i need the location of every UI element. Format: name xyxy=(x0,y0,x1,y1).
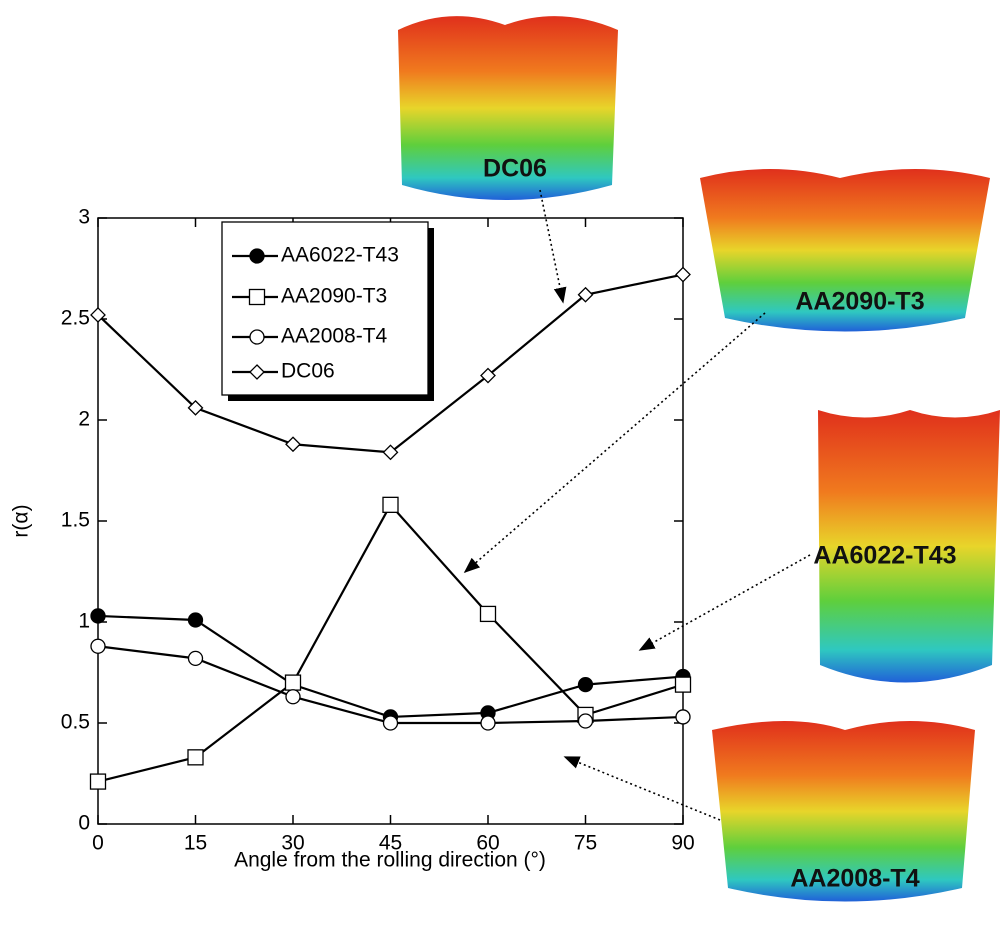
marker xyxy=(577,713,594,729)
arrow xyxy=(563,756,721,821)
marker xyxy=(187,612,204,628)
marker xyxy=(90,638,106,654)
x-tick-label: 15 xyxy=(184,832,207,855)
cup-image xyxy=(818,410,1000,683)
legend-label: AA2008-T4 xyxy=(281,325,388,348)
y-tick-label: 0 xyxy=(78,812,90,835)
marker xyxy=(674,676,692,693)
marker xyxy=(249,364,265,380)
x-tick-label: 60 xyxy=(476,832,499,855)
marker xyxy=(577,286,594,303)
cup-label: AA2008-T4 xyxy=(790,865,919,893)
x-tick-label: 0 xyxy=(92,832,104,855)
arrow xyxy=(463,312,766,574)
marker xyxy=(285,689,301,705)
x-tick-label: 90 xyxy=(671,832,694,855)
cup-label: AA2090-T3 xyxy=(795,288,924,316)
marker xyxy=(382,444,399,461)
y-tick-label: 3 xyxy=(78,206,90,229)
marker xyxy=(284,674,302,691)
y-tick-label: 1.5 xyxy=(61,509,90,532)
series-line xyxy=(97,614,684,719)
marker xyxy=(480,715,496,731)
y-axis-label: r(α) xyxy=(10,504,33,537)
cup-images xyxy=(398,16,1000,902)
marker xyxy=(248,288,266,306)
marker xyxy=(90,608,106,624)
cup-image xyxy=(398,16,618,200)
marker xyxy=(480,367,496,384)
marker xyxy=(187,650,204,667)
y-tick-label: 1 xyxy=(78,610,90,633)
marker xyxy=(285,436,301,453)
series-line xyxy=(97,502,684,783)
marker xyxy=(89,773,107,790)
x-axis-label: Angle from the rolling direction (°) xyxy=(234,849,546,872)
marker xyxy=(187,399,204,416)
marker xyxy=(675,266,691,283)
cup-label: AA6022-T43 xyxy=(813,542,956,570)
marker xyxy=(675,709,691,725)
cup-image xyxy=(700,169,990,332)
marker xyxy=(187,749,204,766)
y-tick-label: 2 xyxy=(78,408,90,431)
marker xyxy=(479,605,497,623)
marker xyxy=(90,307,106,323)
y-tick-label: 2.5 xyxy=(61,307,90,330)
marker xyxy=(249,329,265,345)
marker xyxy=(577,676,594,693)
marker xyxy=(382,715,399,731)
x-tick-label: 45 xyxy=(379,832,402,855)
arrow xyxy=(638,554,811,651)
x-tick-label: 30 xyxy=(281,832,304,855)
arrow xyxy=(539,189,567,304)
x-tick-label: 75 xyxy=(574,832,597,855)
legend-label: DC06 xyxy=(281,360,335,383)
cup-label: DC06 xyxy=(483,155,547,183)
legend-label: AA6022-T43 xyxy=(281,244,399,267)
marker xyxy=(382,496,399,513)
legend-label: AA2090-T3 xyxy=(281,285,387,308)
cup-image xyxy=(712,721,975,902)
marker xyxy=(249,248,265,264)
y-tick-label: 0.5 xyxy=(61,711,90,734)
